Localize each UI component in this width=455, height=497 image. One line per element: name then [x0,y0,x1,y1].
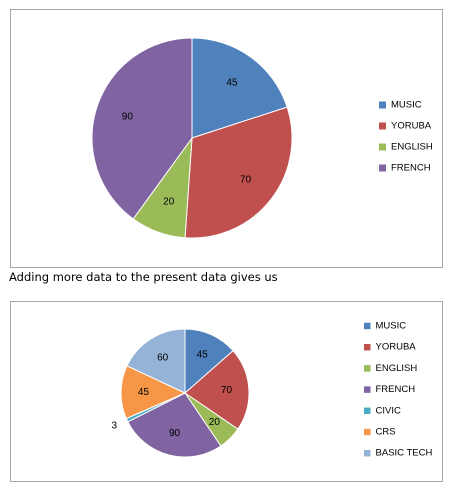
pie-chart-1-svg: 45 70 20 90 MUSIC YORUBA ENGLISH FRENCH [91,37,433,239]
pie-data-labels: 45 70 20 90 3 45 60 [112,350,233,439]
legend-item-civic: CIVIC [364,405,401,416]
pie-data-labels: 45 70 20 90 [122,77,252,207]
data-label-civic: 3 [112,421,118,432]
legend-item-english: ENGLISH [379,142,433,153]
legend-label-french: FRENCH [391,163,431,174]
legend-item-yoruba: YORUBA [379,121,432,132]
caption-text: Adding more data to the present data giv… [9,270,278,284]
pie-slice-yoruba [184,350,250,430]
legend-swatch-basic-tech [364,449,371,457]
legend-label-music: MUSIC [391,100,422,111]
legend-item-yoruba: YORUBA [364,342,416,353]
data-label-english: 20 [209,417,221,428]
data-label-music: 45 [197,350,209,361]
legend-item-music: MUSIC [379,100,422,111]
legend-label-yoruba: YORUBA [376,342,417,353]
legend-label-crs: CRS [376,427,396,438]
legend-swatch-crs [364,428,371,436]
legend-label-english: ENGLISH [376,363,418,374]
pie-chart-2-svg: 45 70 20 90 3 45 60 MUSIC YORUBA ENGLISH FRENCH CIV… [112,321,433,459]
legend-label-english: ENGLISH [391,142,433,153]
legend: MUSIC YORUBA ENGLISH FRENCH CIVIC CRS BASIC TE… [364,321,432,459]
legend-swatch-civic [364,407,371,415]
pie-slices [120,328,250,458]
legend-swatch-music [379,101,386,109]
pie-slice-music [191,37,288,139]
data-label-french: 90 [122,111,134,122]
legend-item-english: ENGLISH [364,363,417,374]
data-label-french: 90 [169,428,181,439]
data-label-basic-tech: 60 [157,352,169,363]
data-label-english: 20 [163,196,175,207]
pie-slice-crs [120,365,187,420]
pie-slice-yoruba [184,106,293,239]
legend-label-yoruba: YORUBA [391,121,432,132]
pie-slice-french [127,392,222,458]
legend-label-french: FRENCH [376,384,416,395]
data-label-yoruba: 70 [221,385,233,396]
pie-slices [91,37,293,239]
pie-chart-2: 45 70 20 90 3 45 60 MUSIC YORUBA ENGLISH FRENCH CIV… [10,301,443,482]
legend-swatch-english [364,365,371,372]
legend-swatch-french [379,164,386,172]
legend-swatch-french [364,386,371,393]
legend-swatch-english [379,143,386,151]
pie-slice-french [91,37,193,220]
legend-item-french: FRENCH [364,384,415,395]
legend: MUSIC YORUBA ENGLISH FRENCH [379,100,433,174]
data-label-music: 45 [226,77,238,88]
legend-label-basic-tech: BASIC TECH [376,448,433,459]
legend-item-basic-tech: BASIC TECH [364,448,432,459]
legend-swatch-music [364,322,371,330]
legend-item-crs: CRS [364,427,396,438]
data-label-yoruba: 70 [240,174,252,185]
legend-label-music: MUSIC [376,321,407,332]
legend-swatch-yoruba [379,122,386,130]
legend-item-french: FRENCH [379,163,431,174]
data-label-crs: 45 [138,387,150,398]
pie-slice-music [184,328,234,395]
legend-swatch-yoruba [364,343,371,351]
legend-label-civic: CIVIC [376,405,401,416]
legend-item-music: MUSIC [364,321,406,332]
pie-chart-1: 45 70 20 90 MUSIC YORUBA ENGLISH FRENCH [10,9,443,268]
pie-slice-basic-tech [126,328,186,394]
